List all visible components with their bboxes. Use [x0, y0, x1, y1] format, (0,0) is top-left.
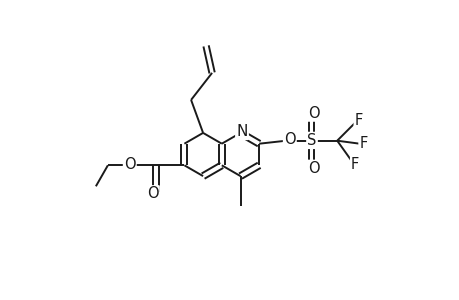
Text: O: O [308, 161, 319, 176]
Text: O: O [308, 106, 319, 121]
Text: F: F [350, 157, 358, 172]
Text: N: N [236, 124, 247, 139]
Text: F: F [354, 113, 362, 128]
Text: O: O [147, 186, 158, 201]
Text: O: O [283, 132, 295, 147]
Text: S: S [307, 133, 316, 148]
Text: O: O [123, 157, 135, 172]
Text: F: F [358, 136, 367, 151]
